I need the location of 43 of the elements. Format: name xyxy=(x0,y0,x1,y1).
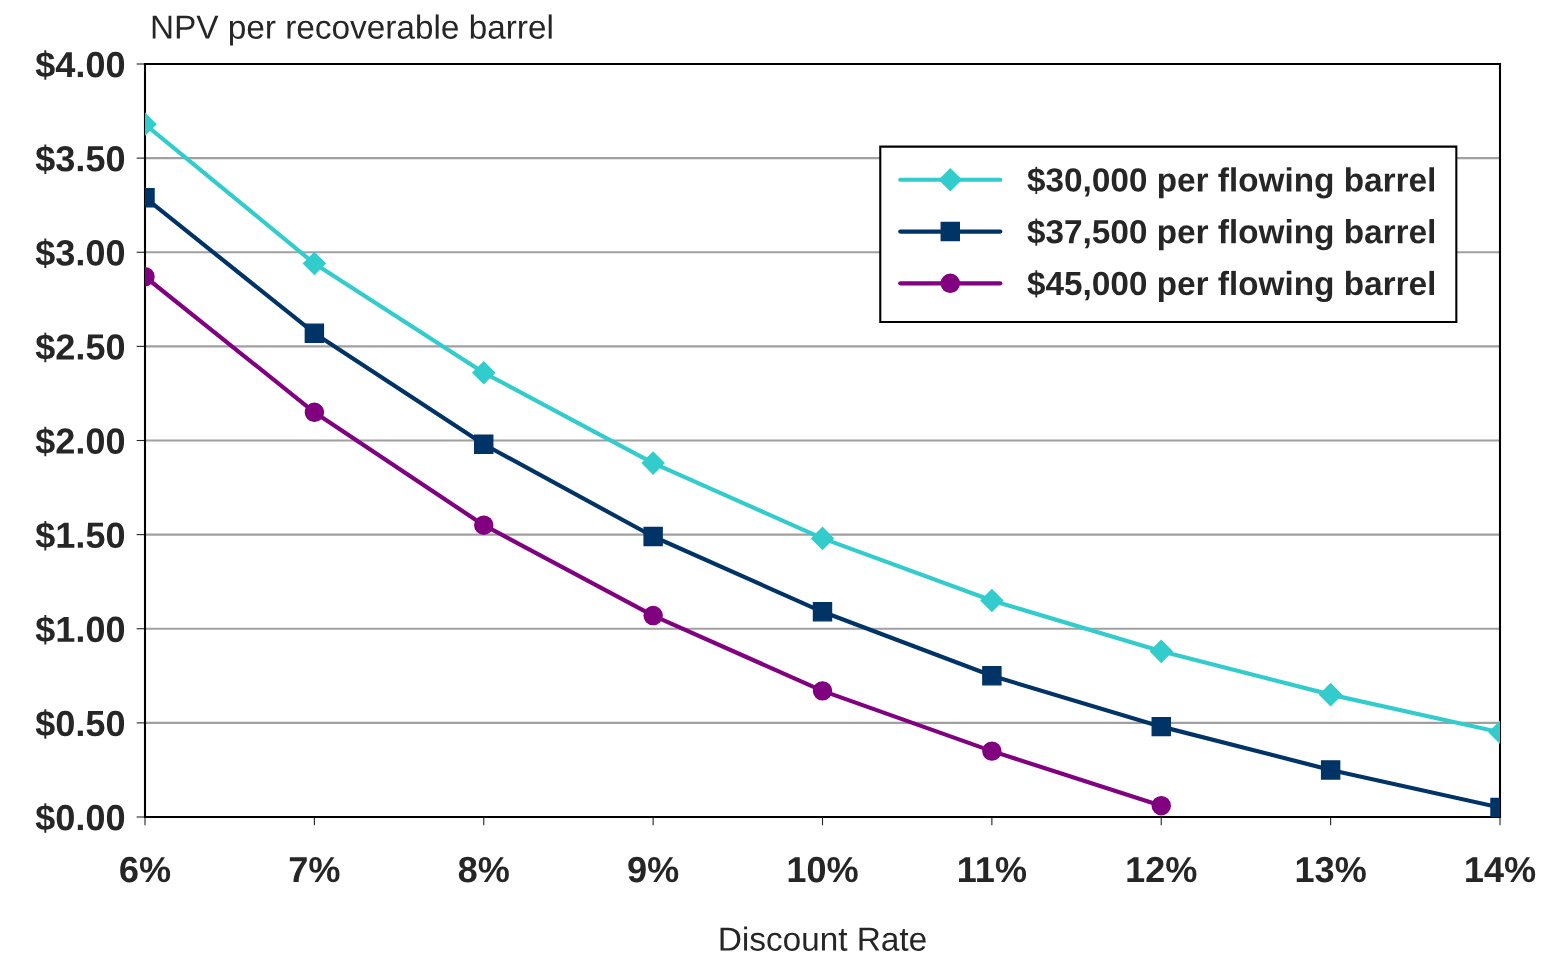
point xyxy=(472,361,496,385)
y-tick-label: $2.00 xyxy=(35,426,125,457)
point xyxy=(474,434,494,454)
point xyxy=(812,602,833,622)
legend-label: $37,500 per flowing barrel xyxy=(1027,218,1434,251)
point xyxy=(812,681,833,701)
x-tick-label: 10% xyxy=(788,856,858,883)
x-tick-label: 6% xyxy=(120,856,171,883)
point xyxy=(980,589,1004,613)
point xyxy=(1320,760,1341,780)
x-tick-label: 9% xyxy=(628,856,679,883)
x-tick-label: 12% xyxy=(1127,856,1197,883)
point xyxy=(474,515,494,535)
x-tick-label: 8% xyxy=(458,856,509,883)
point xyxy=(643,605,663,626)
point xyxy=(811,526,834,550)
y-tick-label: $3.00 xyxy=(35,238,125,269)
y-tick-label: $0.50 xyxy=(35,709,125,739)
point xyxy=(304,323,325,343)
x-axis-title: Discount Rate xyxy=(720,926,926,951)
y-tick-label: $4.00 xyxy=(35,50,125,80)
point xyxy=(982,741,1002,761)
point xyxy=(304,402,325,422)
point xyxy=(1151,795,1171,816)
x-tick-label: 14% xyxy=(1466,856,1536,883)
point xyxy=(1151,716,1171,737)
legend-label: $30,000 per flowing barrel xyxy=(1027,166,1434,199)
point xyxy=(1149,639,1173,663)
x-tick-label: 11% xyxy=(959,856,1027,883)
point xyxy=(302,252,326,276)
y-tick-label: $3.50 xyxy=(35,144,125,174)
y-axis-title: NPV per recoverable barrel xyxy=(152,14,552,46)
y-tick-label: $0.00 xyxy=(35,803,125,833)
point xyxy=(982,666,1002,686)
legend-label: $45,000 per flowing barrel xyxy=(1027,270,1434,303)
x-tick-label: 13% xyxy=(1296,856,1366,883)
point xyxy=(641,451,665,475)
y-tick-label: $1.00 xyxy=(35,615,125,645)
point xyxy=(1319,683,1343,707)
x-tick-label: 7% xyxy=(289,856,340,883)
y-tick-label: $2.50 xyxy=(35,332,125,363)
point xyxy=(643,526,663,547)
y-tick-label: $1.50 xyxy=(35,520,125,551)
